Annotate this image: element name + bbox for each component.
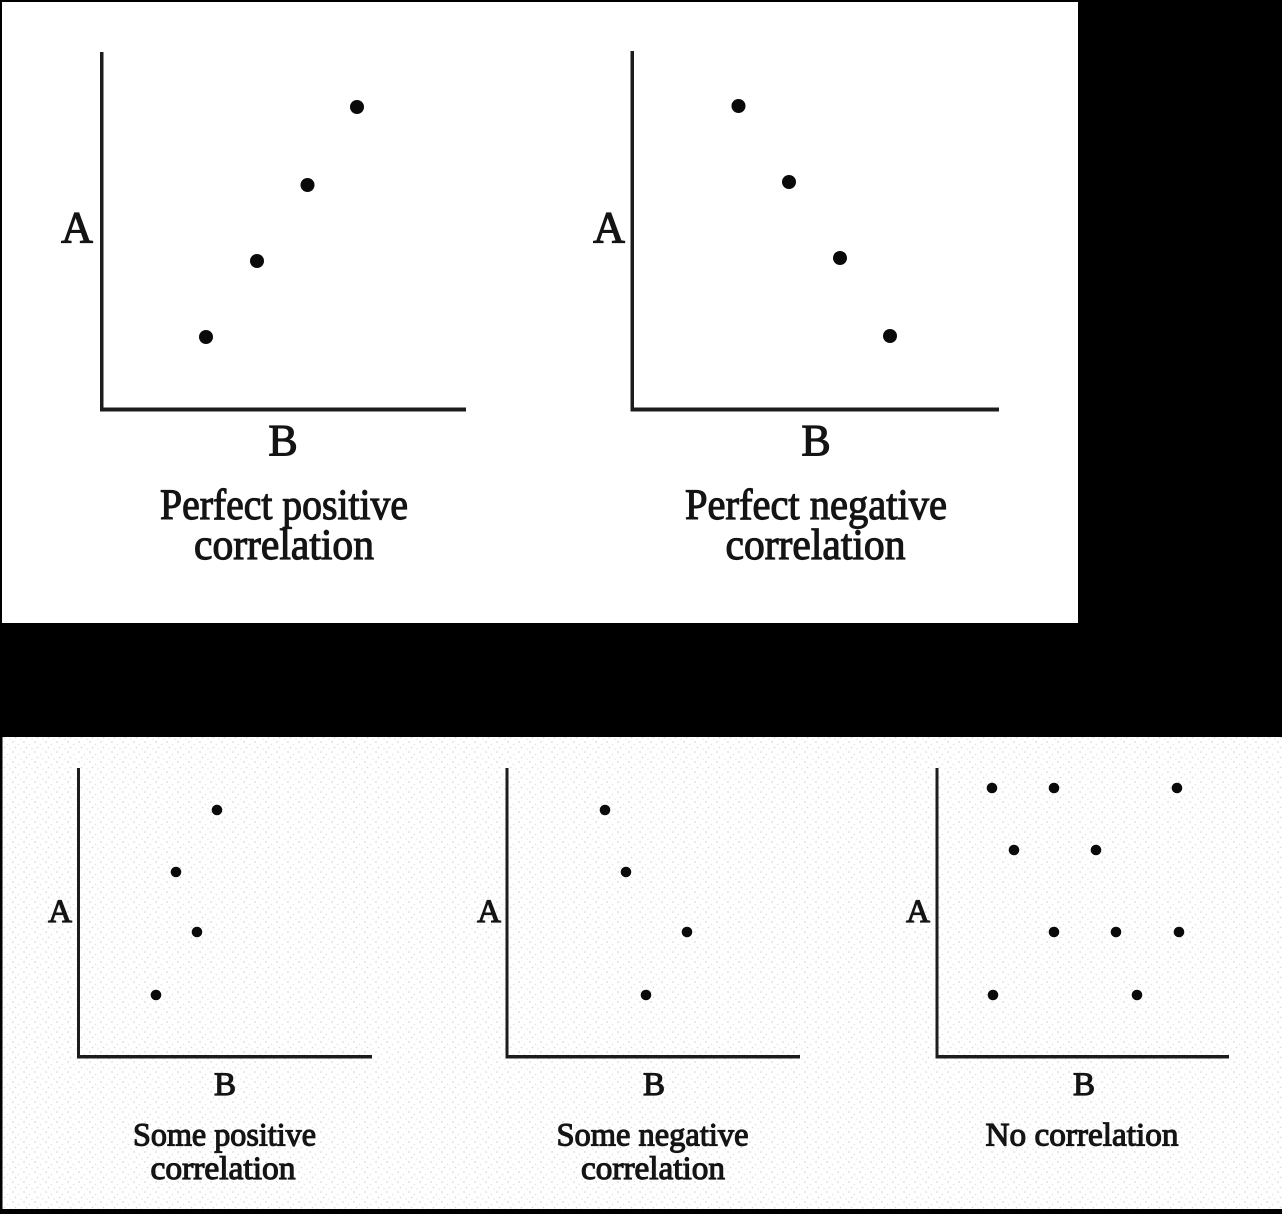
svg-text:B: B — [268, 416, 297, 465]
svg-text:A: A — [593, 203, 625, 252]
svg-text:Some positive: Some positive — [133, 1118, 316, 1154]
svg-text:A: A — [61, 203, 93, 252]
svg-text:A: A — [477, 894, 501, 930]
svg-text:Some negative: Some negative — [557, 1118, 749, 1154]
svg-text:correlation: correlation — [194, 522, 374, 569]
svg-text:B: B — [643, 1067, 665, 1103]
svg-text:correlation: correlation — [151, 1151, 296, 1187]
svg-text:correlation: correlation — [726, 522, 906, 569]
svg-text:A: A — [48, 894, 72, 930]
svg-text:Perfect positive: Perfect positive — [160, 482, 408, 529]
svg-text:correlation: correlation — [581, 1151, 725, 1187]
svg-text:Perfect negative: Perfect negative — [685, 482, 947, 529]
svg-text:B: B — [801, 416, 830, 465]
svg-text:A: A — [906, 894, 930, 930]
svg-text:B: B — [1073, 1067, 1095, 1103]
svg-text:No correlation: No correlation — [986, 1118, 1179, 1154]
svg-text:B: B — [214, 1067, 236, 1103]
